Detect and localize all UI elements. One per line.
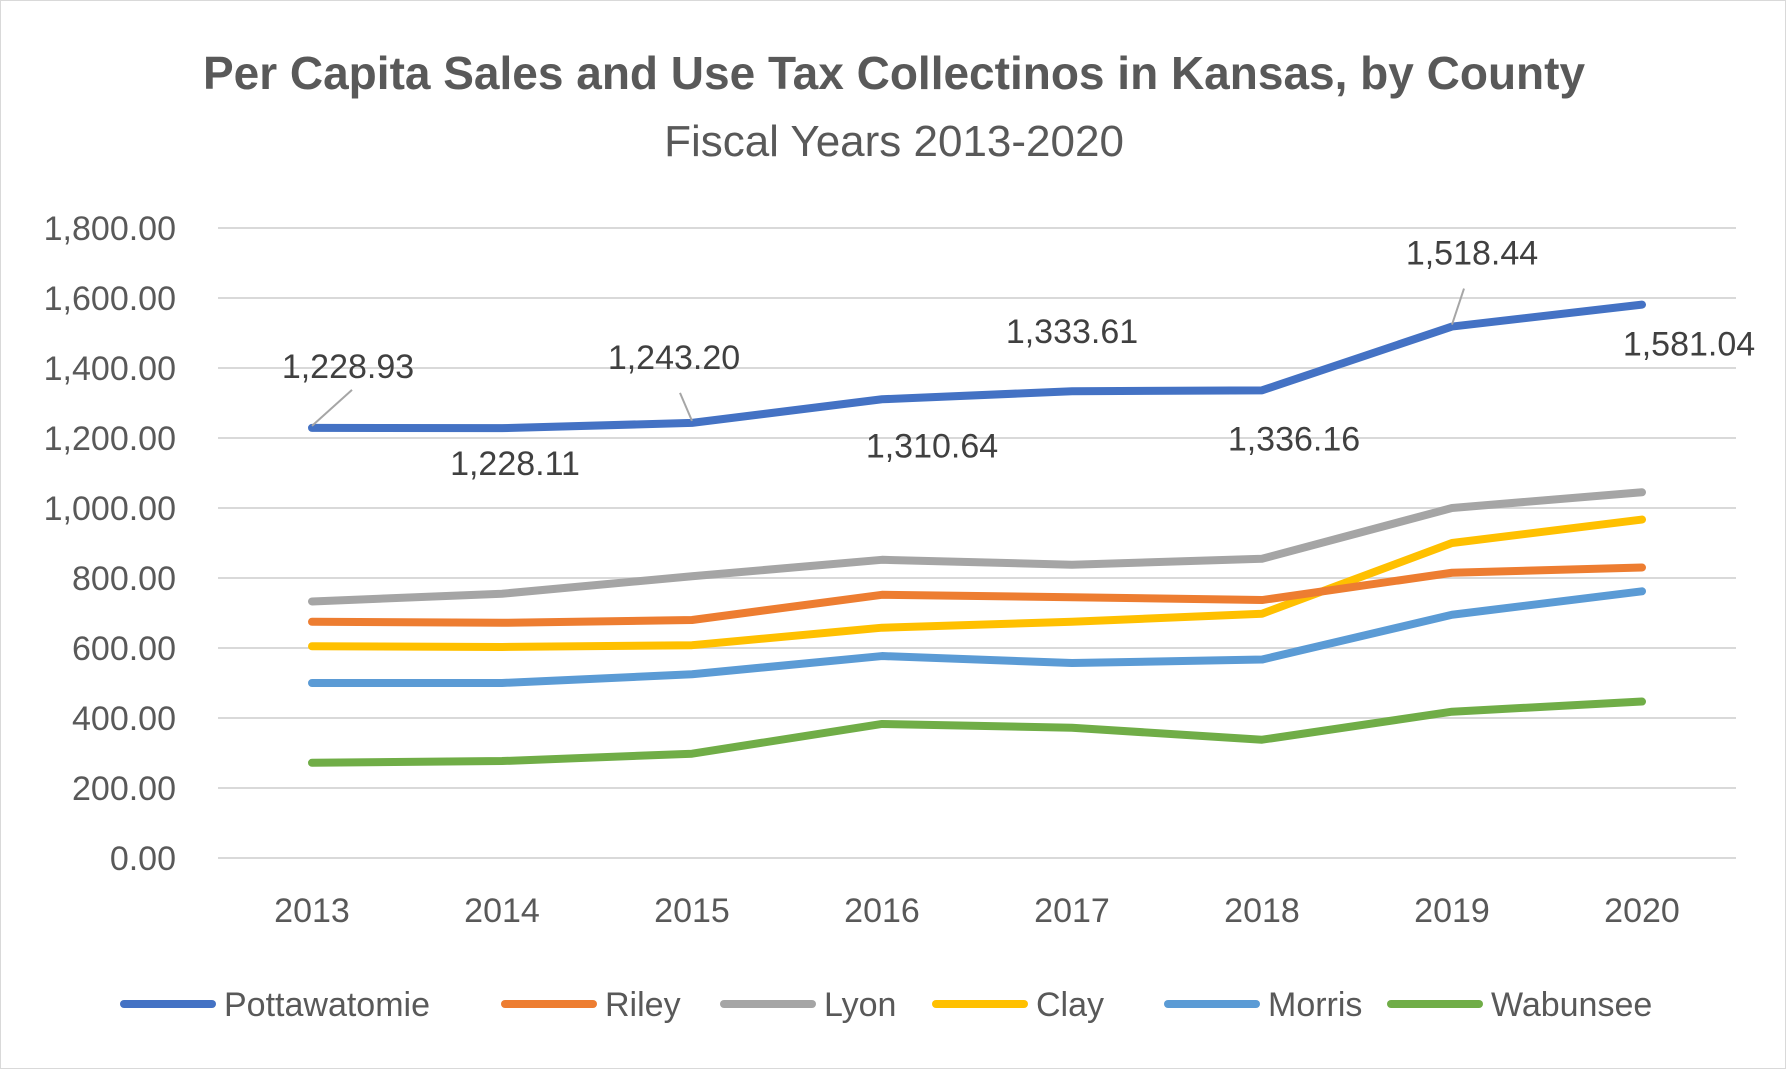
y-tick-label: 1,600.00 bbox=[44, 280, 176, 318]
x-tick-label: 2018 bbox=[1224, 892, 1300, 930]
legend-label-riley: Riley bbox=[605, 986, 681, 1024]
y-tick-label: 800.00 bbox=[72, 560, 176, 598]
legend-label-morris: Morris bbox=[1268, 986, 1362, 1024]
x-axis-ticks: 2013 2014 2015 2016 2017 2018 2019 2020 bbox=[274, 892, 1680, 930]
series-line-riley bbox=[308, 563, 1646, 627]
y-tick-label: 1,800.00 bbox=[44, 210, 176, 248]
x-tick-label: 2020 bbox=[1604, 892, 1680, 930]
data-label: 1,310.64 bbox=[866, 427, 998, 465]
x-tick-label: 2013 bbox=[274, 892, 350, 930]
series-line-lyon bbox=[308, 488, 1646, 606]
data-label: 1,243.20 bbox=[608, 339, 740, 377]
series-lines bbox=[308, 300, 1646, 767]
data-label-callout bbox=[679, 392, 693, 422]
x-tick-label: 2016 bbox=[844, 892, 920, 930]
x-tick-label: 2014 bbox=[464, 892, 540, 930]
chart-subtitle: Fiscal Years 2013-2020 bbox=[664, 117, 1124, 166]
data-label-callout bbox=[311, 389, 353, 427]
x-tick-label: 2015 bbox=[654, 892, 730, 930]
series-line-pottawatomie bbox=[308, 300, 1646, 433]
x-tick-label: 2017 bbox=[1034, 892, 1110, 930]
data-label: 1,336.16 bbox=[1228, 420, 1360, 458]
y-tick-label: 1,400.00 bbox=[44, 350, 176, 388]
data-label: 1,228.93 bbox=[282, 348, 414, 386]
legend-label-pottawatomie: Pottawatomie bbox=[224, 986, 430, 1024]
y-tick-label: 1,000.00 bbox=[44, 490, 176, 528]
data-labels: 1,228.93 1,228.11 1,243.20 1,310.64 1,333.61… bbox=[282, 235, 1755, 484]
data-label: 1,228.11 bbox=[450, 445, 580, 483]
data-label-callout bbox=[1451, 288, 1465, 325]
y-tick-label: 0.00 bbox=[110, 840, 176, 878]
data-label-callouts bbox=[311, 288, 1465, 427]
y-tick-label: 600.00 bbox=[72, 630, 176, 668]
legend: Pottawatomie Riley Lyon Clay Morris Wabunsee bbox=[120, 986, 1652, 1024]
legend-label-lyon: Lyon bbox=[824, 986, 896, 1024]
series-line-wabunsee bbox=[308, 697, 1646, 767]
y-tick-label: 400.00 bbox=[72, 700, 176, 738]
data-label: 1,581.04 bbox=[1623, 326, 1755, 364]
x-tick-label: 2019 bbox=[1414, 892, 1490, 930]
y-tick-label: 200.00 bbox=[72, 770, 176, 808]
y-axis-ticks: 0.00 200.00 400.00 600.00 800.00 1,000.00 1,20… bbox=[44, 210, 176, 878]
data-label: 1,333.61 bbox=[1006, 313, 1138, 351]
legend-label-clay: Clay bbox=[1036, 986, 1104, 1024]
legend-label-wabunsee: Wabunsee bbox=[1491, 986, 1652, 1024]
y-tick-label: 1,200.00 bbox=[44, 420, 176, 458]
chart-title: Per Capita Sales and Use Tax Collectinos… bbox=[203, 47, 1586, 99]
series-line-morris bbox=[308, 587, 1646, 687]
series-line-clay bbox=[308, 515, 1646, 651]
data-label: 1,518.44 bbox=[1406, 235, 1538, 273]
